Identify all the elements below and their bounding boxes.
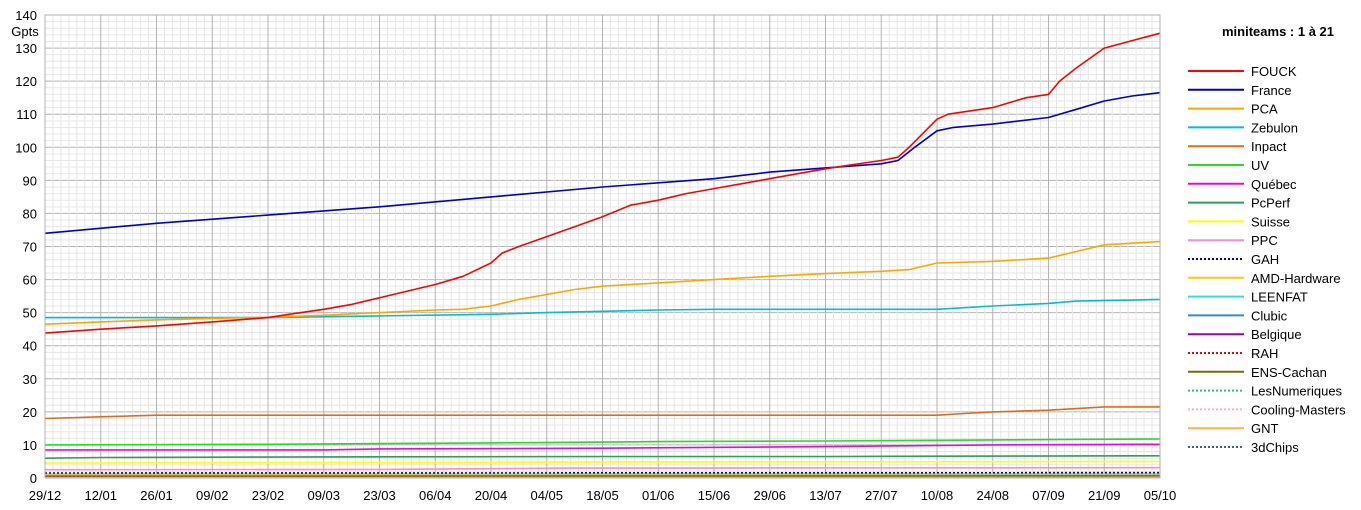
x-tick-label: 05/10 [1144, 488, 1177, 503]
y-tick-label: 90 [23, 173, 37, 188]
x-tick-label: 29/12 [29, 488, 62, 503]
legend-label-cooling-masters: Cooling-Masters [1251, 402, 1346, 417]
y-tick-label: 50 [23, 306, 37, 321]
y-tick-label: 110 [16, 107, 37, 122]
y-tick-label: 120 [15, 74, 37, 89]
series-line-suisse [44, 460, 1161, 464]
x-tick-label: 12/01 [84, 488, 117, 503]
legend-label-clubic: Clubic [1251, 308, 1288, 323]
x-tick-labels: 29/12 12/01 26/01 09/02 23/02 09/03 23/03 06/04… [29, 488, 1177, 503]
series-line-ppc [44, 466, 1161, 471]
x-tick-label: 29/06 [753, 488, 786, 503]
y-tick-label: 60 [23, 273, 37, 288]
y-tick-label: 0 [30, 471, 37, 486]
x-tick-label: 20/04 [475, 488, 508, 503]
legend-label-3dchips: 3dChips [1251, 440, 1299, 455]
legend-label-rah: RAH [1251, 346, 1278, 361]
x-tick-label: 18/05 [586, 488, 619, 503]
x-tick-label: 21/09 [1088, 488, 1121, 503]
series-line-zebulon [45, 298, 1161, 319]
y-tick-label: 70 [23, 240, 37, 255]
series-line-uv [44, 438, 1161, 446]
legend-label-uv: UV [1251, 158, 1269, 173]
x-tick-label: 27/07 [865, 488, 898, 503]
chart-title: miniteams : 1 à 21 [1222, 24, 1334, 39]
legend-label-ppc: PPC [1251, 233, 1278, 248]
legend-label-lesnumeriques: LesNumeriques [1251, 384, 1343, 399]
legend-label-ens-cachan: ENS-Cachan [1251, 365, 1327, 380]
series-line-pca [44, 240, 1161, 325]
y-tick-label: 140 [15, 8, 37, 23]
legend-label-zebulon: Zebulon [1251, 120, 1298, 135]
legend-label-belgique: Belgique [1251, 327, 1302, 342]
x-tick-label: 23/02 [252, 488, 285, 503]
x-tick-label: 15/06 [698, 488, 731, 503]
legend-label-inpact: Inpact [1251, 139, 1287, 154]
legend-label-gnt: GNT [1251, 421, 1279, 436]
x-tick-label: 01/06 [642, 488, 675, 503]
y-tick-label: 30 [23, 372, 37, 387]
x-tick-label: 10/08 [921, 488, 954, 503]
legend-label-fouck: FOUCK [1251, 64, 1297, 79]
y-tick-label: 40 [23, 339, 37, 354]
y-tick-labels: 0 10 20 30 40 50 60 70 80 90 100 110 120 130 140 [15, 8, 37, 486]
x-tick-label: 07/09 [1032, 488, 1065, 503]
y-tick-label: 20 [23, 405, 37, 420]
x-tick-label: 09/03 [307, 488, 340, 503]
plot-frame [44, 14, 1161, 479]
grid-lines [44, 14, 1161, 479]
legend-label-leenfat: LEENFAT [1251, 290, 1308, 305]
x-tick-label: 26/01 [140, 488, 173, 503]
legend-label-france: France [1251, 83, 1291, 98]
x-tick-label: 23/03 [363, 488, 396, 503]
series-line-pcperf [44, 454, 1161, 459]
series-line-fouck [44, 32, 1161, 334]
legend-label-pca: PCA [1251, 102, 1278, 117]
series-line-france [44, 91, 1161, 235]
legend: FOUCK France PCA Zebulon Inpact UV Québec PcPer… [1188, 64, 1346, 455]
legend-label-amd-hardware: AMD-Hardware [1251, 271, 1341, 286]
x-tick-label: 09/02 [196, 488, 229, 503]
x-tick-label: 24/08 [976, 488, 1009, 503]
series-lines [44, 32, 1161, 479]
x-tick-label: 13/07 [809, 488, 842, 503]
legend-label-qu-bec: Québec [1251, 177, 1297, 192]
y-tick-label: 10 [23, 438, 37, 453]
series-line-qu-bec [45, 443, 1161, 451]
y-tick-label: 100 [15, 140, 37, 155]
y-tick-label: 80 [23, 206, 37, 221]
legend-label-suisse: Suisse [1251, 214, 1290, 229]
legend-label-gah: GAH [1251, 252, 1279, 267]
y-axis-label: Gpts [11, 24, 39, 39]
y-tick-label: 130 [15, 41, 37, 56]
x-tick-label: 04/05 [530, 488, 563, 503]
legend-label-pcperf: PcPerf [1251, 196, 1290, 211]
x-tick-label: 06/04 [419, 488, 452, 503]
series-line-inpact [44, 406, 1160, 420]
